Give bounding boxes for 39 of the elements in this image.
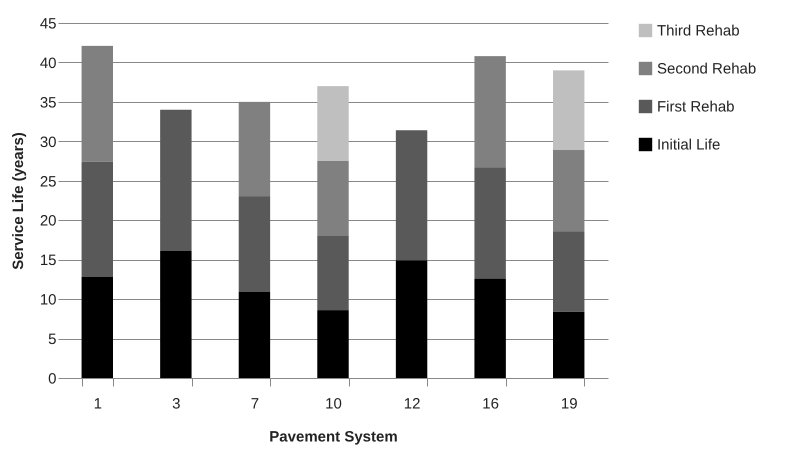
y-tick-label: 0: [48, 370, 56, 388]
legend-label: Second Rehab: [657, 60, 756, 78]
legend-label: First Rehab: [657, 98, 735, 116]
y-tick-label: 35: [40, 94, 56, 112]
y-tick-label: 30: [40, 134, 56, 151]
bar: [317, 310, 349, 378]
bar: [82, 162, 113, 278]
x-tick-label: 10: [325, 396, 342, 412]
y-tick-label: 20: [40, 212, 56, 230]
bar: [553, 231, 584, 312]
x-axis-title: Pavement System: [269, 428, 398, 446]
x-tick-label: 12: [404, 396, 420, 412]
bar: [160, 110, 192, 251]
x-tick-label: 16: [482, 396, 499, 412]
x-tick-label: 1: [94, 396, 102, 412]
bar: [396, 130, 428, 260]
y-axis-title: Service Life (years): [10, 132, 27, 270]
bar: [82, 277, 113, 378]
y-tick-label: 45: [40, 16, 56, 32]
bar: [317, 86, 349, 162]
x-tick-label: 3: [172, 396, 181, 412]
bar: [553, 312, 584, 378]
x-tick-label: 7: [250, 396, 260, 412]
y-tick-label: 15: [40, 252, 56, 270]
bar: [160, 250, 192, 378]
x-tick-label: 19: [560, 396, 578, 412]
bar: [553, 70, 584, 150]
y-tick-label: 40: [40, 54, 56, 72]
legend-label: Initial Life: [657, 136, 720, 154]
bar: [474, 167, 506, 279]
bar: [317, 236, 349, 310]
bar: [396, 260, 428, 378]
bar: [238, 196, 270, 292]
y-tick-label: 5: [48, 331, 56, 348]
y-tick-label: 10: [40, 292, 56, 309]
bar: [238, 292, 270, 378]
y-tick-label: 25: [40, 173, 56, 190]
legend-label: Third Rehab: [657, 22, 740, 40]
bar: [474, 278, 506, 378]
